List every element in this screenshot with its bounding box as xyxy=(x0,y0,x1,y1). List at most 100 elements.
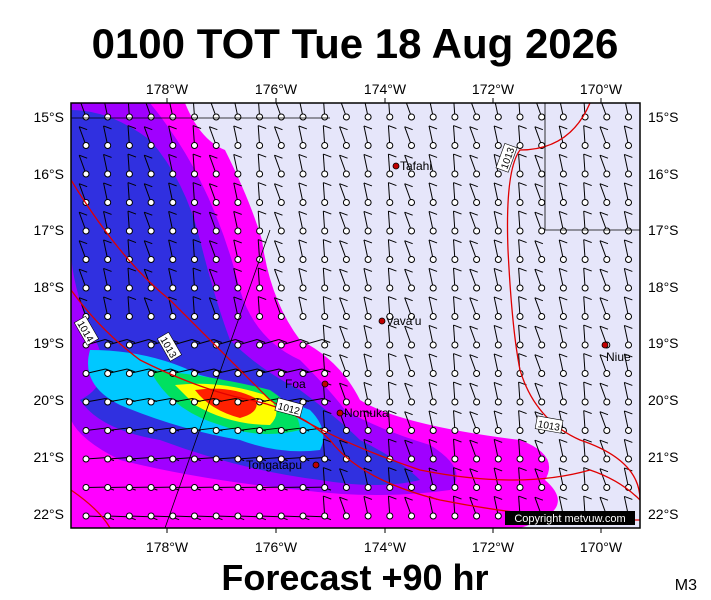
barb-station xyxy=(451,484,459,491)
barb-flag xyxy=(493,239,503,244)
barb-station xyxy=(147,227,155,235)
wind-barb xyxy=(103,182,112,206)
barb-station xyxy=(625,427,632,434)
barb-flag xyxy=(599,468,609,473)
barb-flag xyxy=(363,153,373,158)
barb-station xyxy=(494,199,502,206)
wind-barb xyxy=(234,97,242,121)
barb-flag xyxy=(274,183,283,188)
barb-flag xyxy=(624,381,633,386)
lon-label: 178°W xyxy=(146,81,189,97)
barb-station xyxy=(603,227,611,235)
wind-barb xyxy=(516,125,527,149)
wind-barb xyxy=(599,154,611,178)
barb-flag xyxy=(234,97,242,100)
barb-flag xyxy=(209,297,218,302)
barb-flag xyxy=(469,268,478,273)
wind-barb xyxy=(233,210,242,235)
barb-flag xyxy=(233,182,242,187)
barb-flag xyxy=(192,153,202,158)
wind-barb xyxy=(125,153,137,178)
lat-label: 19°S xyxy=(648,335,679,351)
barb-station xyxy=(82,113,90,121)
barb-flag xyxy=(559,125,568,130)
barb-station xyxy=(191,341,198,349)
barb-flag xyxy=(469,468,478,473)
wind-barb xyxy=(469,126,481,149)
wind-barb xyxy=(451,353,462,377)
barb-station xyxy=(104,512,112,520)
barb-station xyxy=(321,227,329,235)
wind-barb xyxy=(298,182,308,206)
barb-flag xyxy=(624,153,633,158)
wind-barb xyxy=(143,126,155,149)
barb-flag xyxy=(144,240,153,245)
wind-barb xyxy=(429,97,437,121)
wind-barb xyxy=(143,154,155,178)
wind-barb xyxy=(299,103,307,121)
barb-flag xyxy=(518,467,527,472)
barb-station xyxy=(82,256,90,263)
barb-flag xyxy=(78,297,88,302)
barb-station xyxy=(364,113,372,121)
barb-flag xyxy=(233,267,242,272)
wind-barb xyxy=(363,182,373,206)
barb-flag xyxy=(453,125,462,130)
wind-barb xyxy=(516,210,527,235)
barb-station xyxy=(386,227,394,235)
barb-flag xyxy=(78,240,88,245)
barb-flag xyxy=(493,210,503,215)
barb-flag xyxy=(404,297,413,302)
barb-station xyxy=(191,455,198,463)
barb-flag xyxy=(388,182,397,187)
barb-station xyxy=(82,484,90,491)
lat-label: 18°S xyxy=(33,279,64,295)
barb-flag xyxy=(453,467,462,472)
barb-station xyxy=(342,370,350,377)
wind-barb xyxy=(125,267,137,292)
wind-barb xyxy=(339,382,350,406)
barb-flag xyxy=(559,381,568,386)
wind-barb xyxy=(277,427,310,434)
barb-station xyxy=(364,484,372,491)
barb-station xyxy=(364,170,372,178)
barb-station xyxy=(234,113,242,121)
wind-barb xyxy=(581,381,592,406)
barb-flag xyxy=(624,296,633,301)
wind-barb xyxy=(256,125,267,149)
barb-flag xyxy=(127,182,137,187)
place-label: Foa xyxy=(285,377,306,391)
wind-barb xyxy=(191,267,202,292)
wind-barb xyxy=(273,240,285,263)
wind-barb xyxy=(623,410,633,434)
wind-barb xyxy=(321,324,332,349)
wind-barb xyxy=(339,211,350,235)
wind-barb xyxy=(581,296,592,320)
wind-barb xyxy=(208,154,220,178)
barb-station xyxy=(321,370,329,377)
barb-flag xyxy=(233,296,242,301)
barb-station xyxy=(386,398,394,406)
barb-station xyxy=(408,484,415,491)
isobar-label-box xyxy=(274,397,304,418)
barb-station xyxy=(494,256,502,263)
barb-flag xyxy=(453,210,462,215)
barb-station xyxy=(125,256,133,263)
barb-flag xyxy=(192,239,202,244)
wind-barb xyxy=(623,182,633,206)
isobar-label-box xyxy=(495,143,518,173)
title: 0100 TOT Tue 18 Aug 2026 xyxy=(92,20,619,67)
wind-barb xyxy=(428,467,438,491)
barb-station xyxy=(212,427,220,434)
barb-station xyxy=(212,199,220,206)
barb-flag xyxy=(428,267,438,272)
barb-flag xyxy=(78,154,88,159)
barb-flag xyxy=(469,496,478,501)
barb-flag xyxy=(429,97,437,100)
barb-station xyxy=(429,284,437,292)
wind-barb xyxy=(256,153,267,178)
wind-barb xyxy=(428,381,438,406)
wind-barb xyxy=(516,296,527,320)
wind-barb xyxy=(493,210,503,235)
barb-station xyxy=(342,341,350,349)
